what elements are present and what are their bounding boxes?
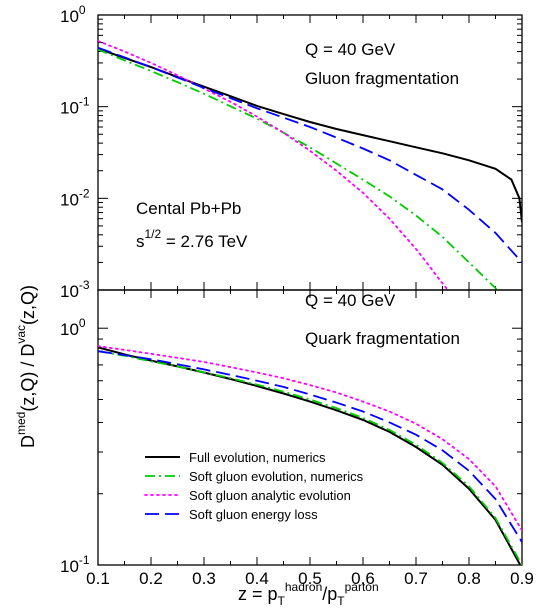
legend-label: Soft gluon analytic evolution [189,488,351,503]
x-tick-label: 0.3 [192,569,216,588]
top-series-soft-gluon-energy-loss [98,46,522,264]
top-process-label: Gluon fragmentation [305,69,459,88]
top-y-tick-label: 10-2 [60,186,90,209]
legend-label: Full evolution, numerics [189,450,326,465]
x-tick-label: 0.2 [139,569,163,588]
top-y-tick-label: 10-1 [60,95,90,118]
bottom-series-full-evolution-numerics [98,346,522,565]
x-tick-label: 0.4 [245,569,269,588]
top-series-soft-gluon-evolution-numerics [98,48,498,290]
bottom-series-soft-gluon-analytic-evolution [98,345,522,532]
x-tick-label: 0.7 [404,569,428,588]
x-tick-label: 0.9 [510,569,534,588]
bottom-series-soft-gluon-energy-loss [98,350,522,543]
top-series-soft-gluon-analytic-evolution [98,40,449,290]
x-tick-label: 0.5 [298,569,322,588]
x-tick-label: 0.6 [351,569,375,588]
bottom-panel: 100 10-10.1 0.2 0.3 0.4 0.5 0.6 0.7 0.8 0.9 [60,289,534,588]
y-axis-title: Dmed(z,Q) / Dvac(z,Q) [14,285,38,448]
bottom-process-label: Quark fragmentation [305,329,460,348]
top-energy-label: Q = 40 GeV [305,40,396,59]
system-label: Cental Pb+Pb [136,199,241,218]
sqrts-label: s1/2 = 2.76 TeV [136,227,248,251]
sqrts-base: s [136,232,145,251]
x-tick-label: 0.1 [86,569,110,588]
top-y-tick-label: 100 [60,3,86,26]
legend-label: Soft gluon energy loss [189,507,318,522]
bottom-y-tick-label: 10-1 [60,553,90,576]
sqrts-value: = 2.76 TeV [161,232,248,251]
legend: Full evolution, numerics Soft gluon evolu… [144,450,364,522]
sqrts-exponent: 1/2 [145,227,162,241]
x-axis-title: z = pThadron/pTparton [238,580,379,608]
bottom-energy-label: Q = 40 GeV [305,291,396,310]
x-tick-label: 0.8 [457,569,481,588]
bottom-y-tick-label: 100 [60,316,86,339]
legend-label: Soft gluon evolution, numerics [189,469,364,484]
top-y-tick-label: 10-3 [60,278,90,301]
top-panel: 100 10-1 10-2 10-3 [60,3,523,301]
